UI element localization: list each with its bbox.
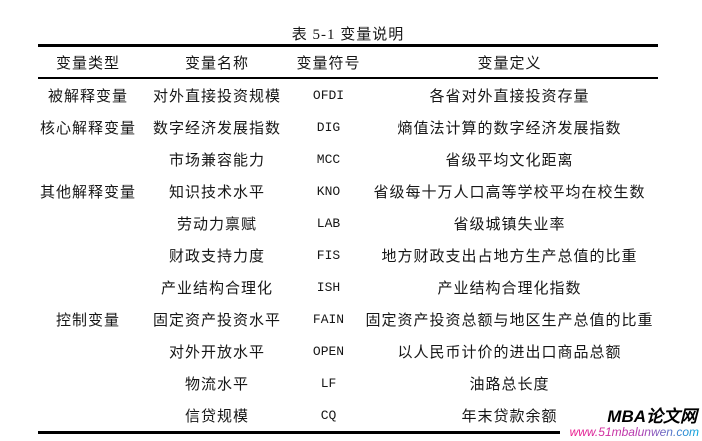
cell-variable-name: 固定资产投资水平 bbox=[152, 312, 281, 329]
table-row: 被解释变量 对外直接投资规模 OFDI 各省对外直接投资存量 bbox=[38, 79, 658, 111]
watermark-brand: MBA论文网 bbox=[607, 407, 697, 426]
cell-variable-definition: 固定资产投资总额与地区生产总值的比重 bbox=[365, 312, 654, 329]
cell-variable-name: 劳动力禀赋 bbox=[176, 216, 257, 233]
cell-variable-definition: 油路总长度 bbox=[469, 376, 550, 393]
header-variable-type: 变量类型 bbox=[55, 55, 120, 72]
cell-variable-name: 产业结构合理化 bbox=[160, 280, 273, 297]
cell-variable-name: 知识技术水平 bbox=[168, 184, 265, 201]
cell-variable-type: 被解释变量 bbox=[47, 88, 128, 105]
cell-variable-type: 控制变量 bbox=[55, 312, 120, 329]
header-variable-symbol: 变量符号 bbox=[296, 55, 361, 72]
watermark-url: www.51mbalunwen.com bbox=[569, 425, 699, 439]
table-bottom-rule bbox=[38, 431, 560, 434]
cell-variable-definition: 产业结构合理化指数 bbox=[437, 280, 582, 297]
table-row: 核心解释变量 数字经济发展指数 DIG 熵值法计算的数字经济发展指数 bbox=[38, 111, 658, 143]
table-row: 控制变量 固定资产投资水平 FAIN 固定资产投资总额与地区生产总值的比重 bbox=[38, 303, 658, 335]
table-row: 财政支持力度 FIS 地方财政支出占地方生产总值的比重 bbox=[38, 239, 658, 271]
cell-variable-symbol: FAIN bbox=[312, 311, 345, 327]
cell-variable-name: 对外开放水平 bbox=[168, 344, 265, 361]
cell-variable-definition: 熵值法计算的数字经济发展指数 bbox=[397, 120, 622, 137]
table-row: 对外开放水平 OPEN 以人民币计价的进出口商品总额 bbox=[38, 335, 658, 367]
table-header-row: 变量类型 变量名称 变量符号 变量定义 bbox=[38, 47, 658, 79]
cell-variable-name: 数字经济发展指数 bbox=[152, 120, 281, 137]
table-caption: 表 5-1 变量说明 bbox=[291, 27, 405, 43]
cell-variable-name: 财政支持力度 bbox=[168, 248, 265, 265]
cell-variable-type: 核心解释变量 bbox=[39, 120, 136, 137]
header-variable-name: 变量名称 bbox=[184, 55, 249, 72]
cell-variable-symbol: OPEN bbox=[312, 343, 345, 359]
cell-variable-definition: 省级平均文化距离 bbox=[445, 152, 574, 169]
header-variable-definition: 变量定义 bbox=[477, 55, 542, 72]
cell-variable-symbol: DIG bbox=[316, 119, 341, 135]
cell-variable-definition: 省级城镇失业率 bbox=[453, 216, 566, 233]
cell-variable-definition: 年末贷款余额 bbox=[461, 408, 558, 425]
cell-variable-name: 物流水平 bbox=[184, 376, 249, 393]
cell-variable-symbol: OFDI bbox=[312, 87, 345, 103]
table-row: 劳动力禀赋 LAB 省级城镇失业率 bbox=[38, 207, 658, 239]
cell-variable-definition: 地方财政支出占地方生产总值的比重 bbox=[381, 248, 638, 265]
cell-variable-definition: 省级每十万人口高等学校平均在校生数 bbox=[373, 184, 646, 201]
cell-variable-definition: 各省对外直接投资存量 bbox=[429, 88, 590, 105]
cell-variable-symbol: MCC bbox=[316, 151, 341, 167]
table-body: 被解释变量 对外直接投资规模 OFDI 各省对外直接投资存量核心解释变量 数字经济发展指… bbox=[38, 79, 658, 431]
cell-variable-symbol: LF bbox=[320, 375, 337, 391]
table-row: 其他解释变量 知识技术水平 KNO 省级每十万人口高等学校平均在校生数 bbox=[38, 175, 658, 207]
cell-variable-symbol: FIS bbox=[316, 247, 341, 263]
table-row: 信贷规模 CQ 年末贷款余额 bbox=[38, 399, 658, 431]
cell-variable-symbol: KNO bbox=[316, 183, 341, 199]
table-row: 产业结构合理化 ISH 产业结构合理化指数 bbox=[38, 271, 658, 303]
table-row: 物流水平 LF 油路总长度 bbox=[38, 367, 658, 399]
cell-variable-symbol: LAB bbox=[316, 215, 341, 231]
cell-variable-definition: 以人民币计价的进出口商品总额 bbox=[397, 344, 622, 361]
cell-variable-name: 信贷规模 bbox=[184, 408, 249, 425]
variables-table: 变量类型 变量名称 变量符号 变量定义 被解释变量 对外直接投资规模 OFDI 各省对… bbox=[38, 44, 658, 431]
cell-variable-type: 其他解释变量 bbox=[39, 184, 136, 201]
cell-variable-name: 市场兼容能力 bbox=[168, 152, 265, 169]
cell-variable-name: 对外直接投资规模 bbox=[152, 88, 281, 105]
cell-variable-symbol: CQ bbox=[320, 407, 337, 423]
cell-variable-symbol: ISH bbox=[316, 279, 341, 295]
table-row: 市场兼容能力 MCC 省级平均文化距离 bbox=[38, 143, 658, 175]
